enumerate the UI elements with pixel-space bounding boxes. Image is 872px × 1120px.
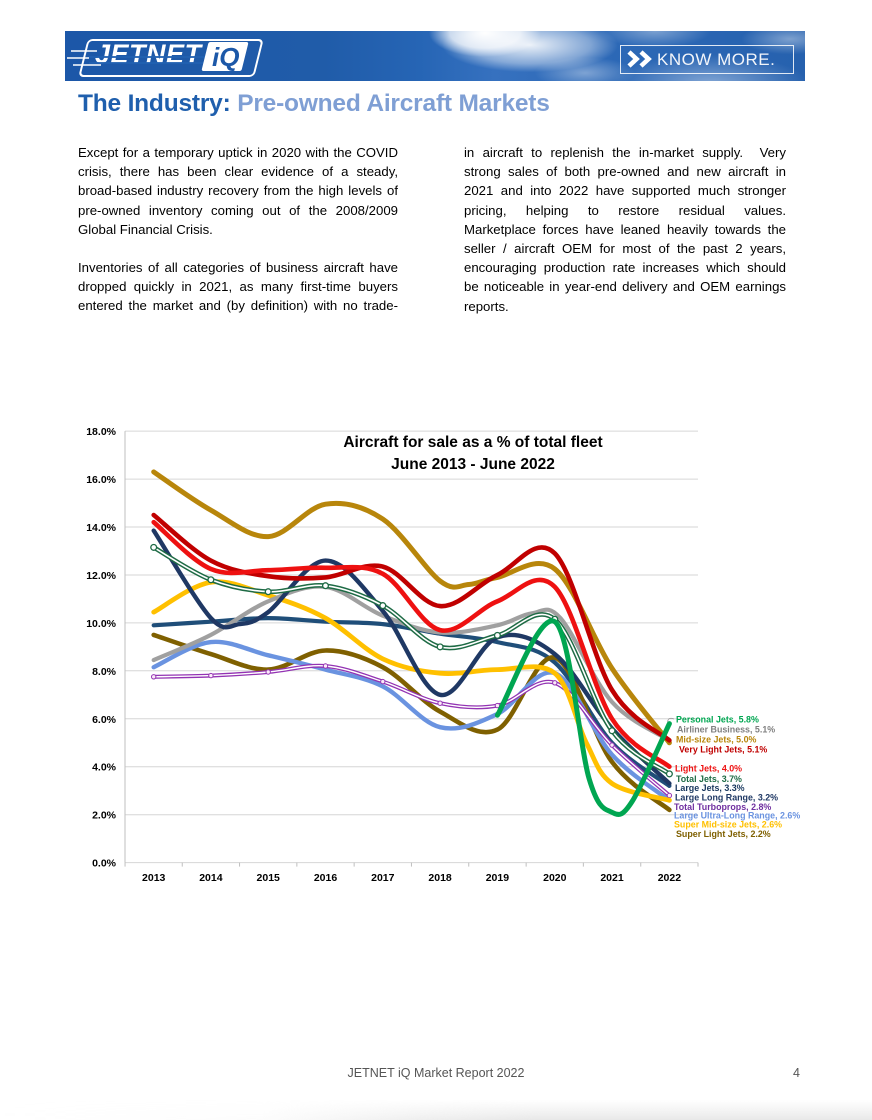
svg-text:2022: 2022 <box>658 872 682 884</box>
svg-text:6.0%: 6.0% <box>92 714 117 726</box>
svg-text:Super Light Jets, 2.2%: Super Light Jets, 2.2% <box>676 829 771 839</box>
svg-text:10.0%: 10.0% <box>86 618 116 630</box>
svg-text:2019: 2019 <box>486 872 510 884</box>
svg-text:2021: 2021 <box>600 872 624 884</box>
svg-text:Light Jets, 4.0%: Light Jets, 4.0% <box>675 764 742 774</box>
svg-text:2015: 2015 <box>257 872 281 884</box>
svg-text:Large Jets, 3.3%: Large Jets, 3.3% <box>675 783 745 793</box>
svg-text:2017: 2017 <box>371 872 395 884</box>
svg-text:Very Light Jets, 5.1%: Very Light Jets, 5.1% <box>679 745 767 755</box>
svg-text:4.0%: 4.0% <box>92 762 117 774</box>
svg-text:June 2013 - June 2022: June 2013 - June 2022 <box>391 456 555 473</box>
svg-text:Large Ultra-Long Range, 2.6%: Large Ultra-Long Range, 2.6% <box>674 811 800 821</box>
svg-text:2020: 2020 <box>543 872 567 884</box>
svg-text:Airliner Business, 5.1%: Airliner Business, 5.1% <box>677 725 775 735</box>
svg-text:Aircraft for sale as a % of to: Aircraft for sale as a % of total fleet <box>343 434 602 451</box>
svg-text:2018: 2018 <box>428 872 452 884</box>
svg-text:Super Mid-size Jets, 2.6%: Super Mid-size Jets, 2.6% <box>674 820 782 830</box>
svg-text:Mid-size Jets, 5.0%: Mid-size Jets, 5.0% <box>676 735 757 745</box>
svg-text:2.0%: 2.0% <box>92 810 117 822</box>
svg-text:14.0%: 14.0% <box>86 522 116 534</box>
svg-text:2013: 2013 <box>142 872 166 884</box>
svg-text:18.0%: 18.0% <box>86 426 116 438</box>
svg-text:0.0%: 0.0% <box>92 858 117 870</box>
svg-text:8.0%: 8.0% <box>92 666 117 678</box>
svg-text:Total Turboprops, 2.8%: Total Turboprops, 2.8% <box>674 802 771 812</box>
svg-text:2014: 2014 <box>199 872 223 884</box>
svg-text:12.0%: 12.0% <box>86 570 116 582</box>
svg-text:Personal Jets, 5.8%: Personal Jets, 5.8% <box>676 715 759 725</box>
svg-text:Large Long Range, 3.2%: Large Long Range, 3.2% <box>675 793 778 803</box>
svg-text:16.0%: 16.0% <box>86 474 116 486</box>
svg-text:2016: 2016 <box>314 872 338 884</box>
svg-text:Total Jets, 3.7%: Total Jets, 3.7% <box>676 774 742 784</box>
